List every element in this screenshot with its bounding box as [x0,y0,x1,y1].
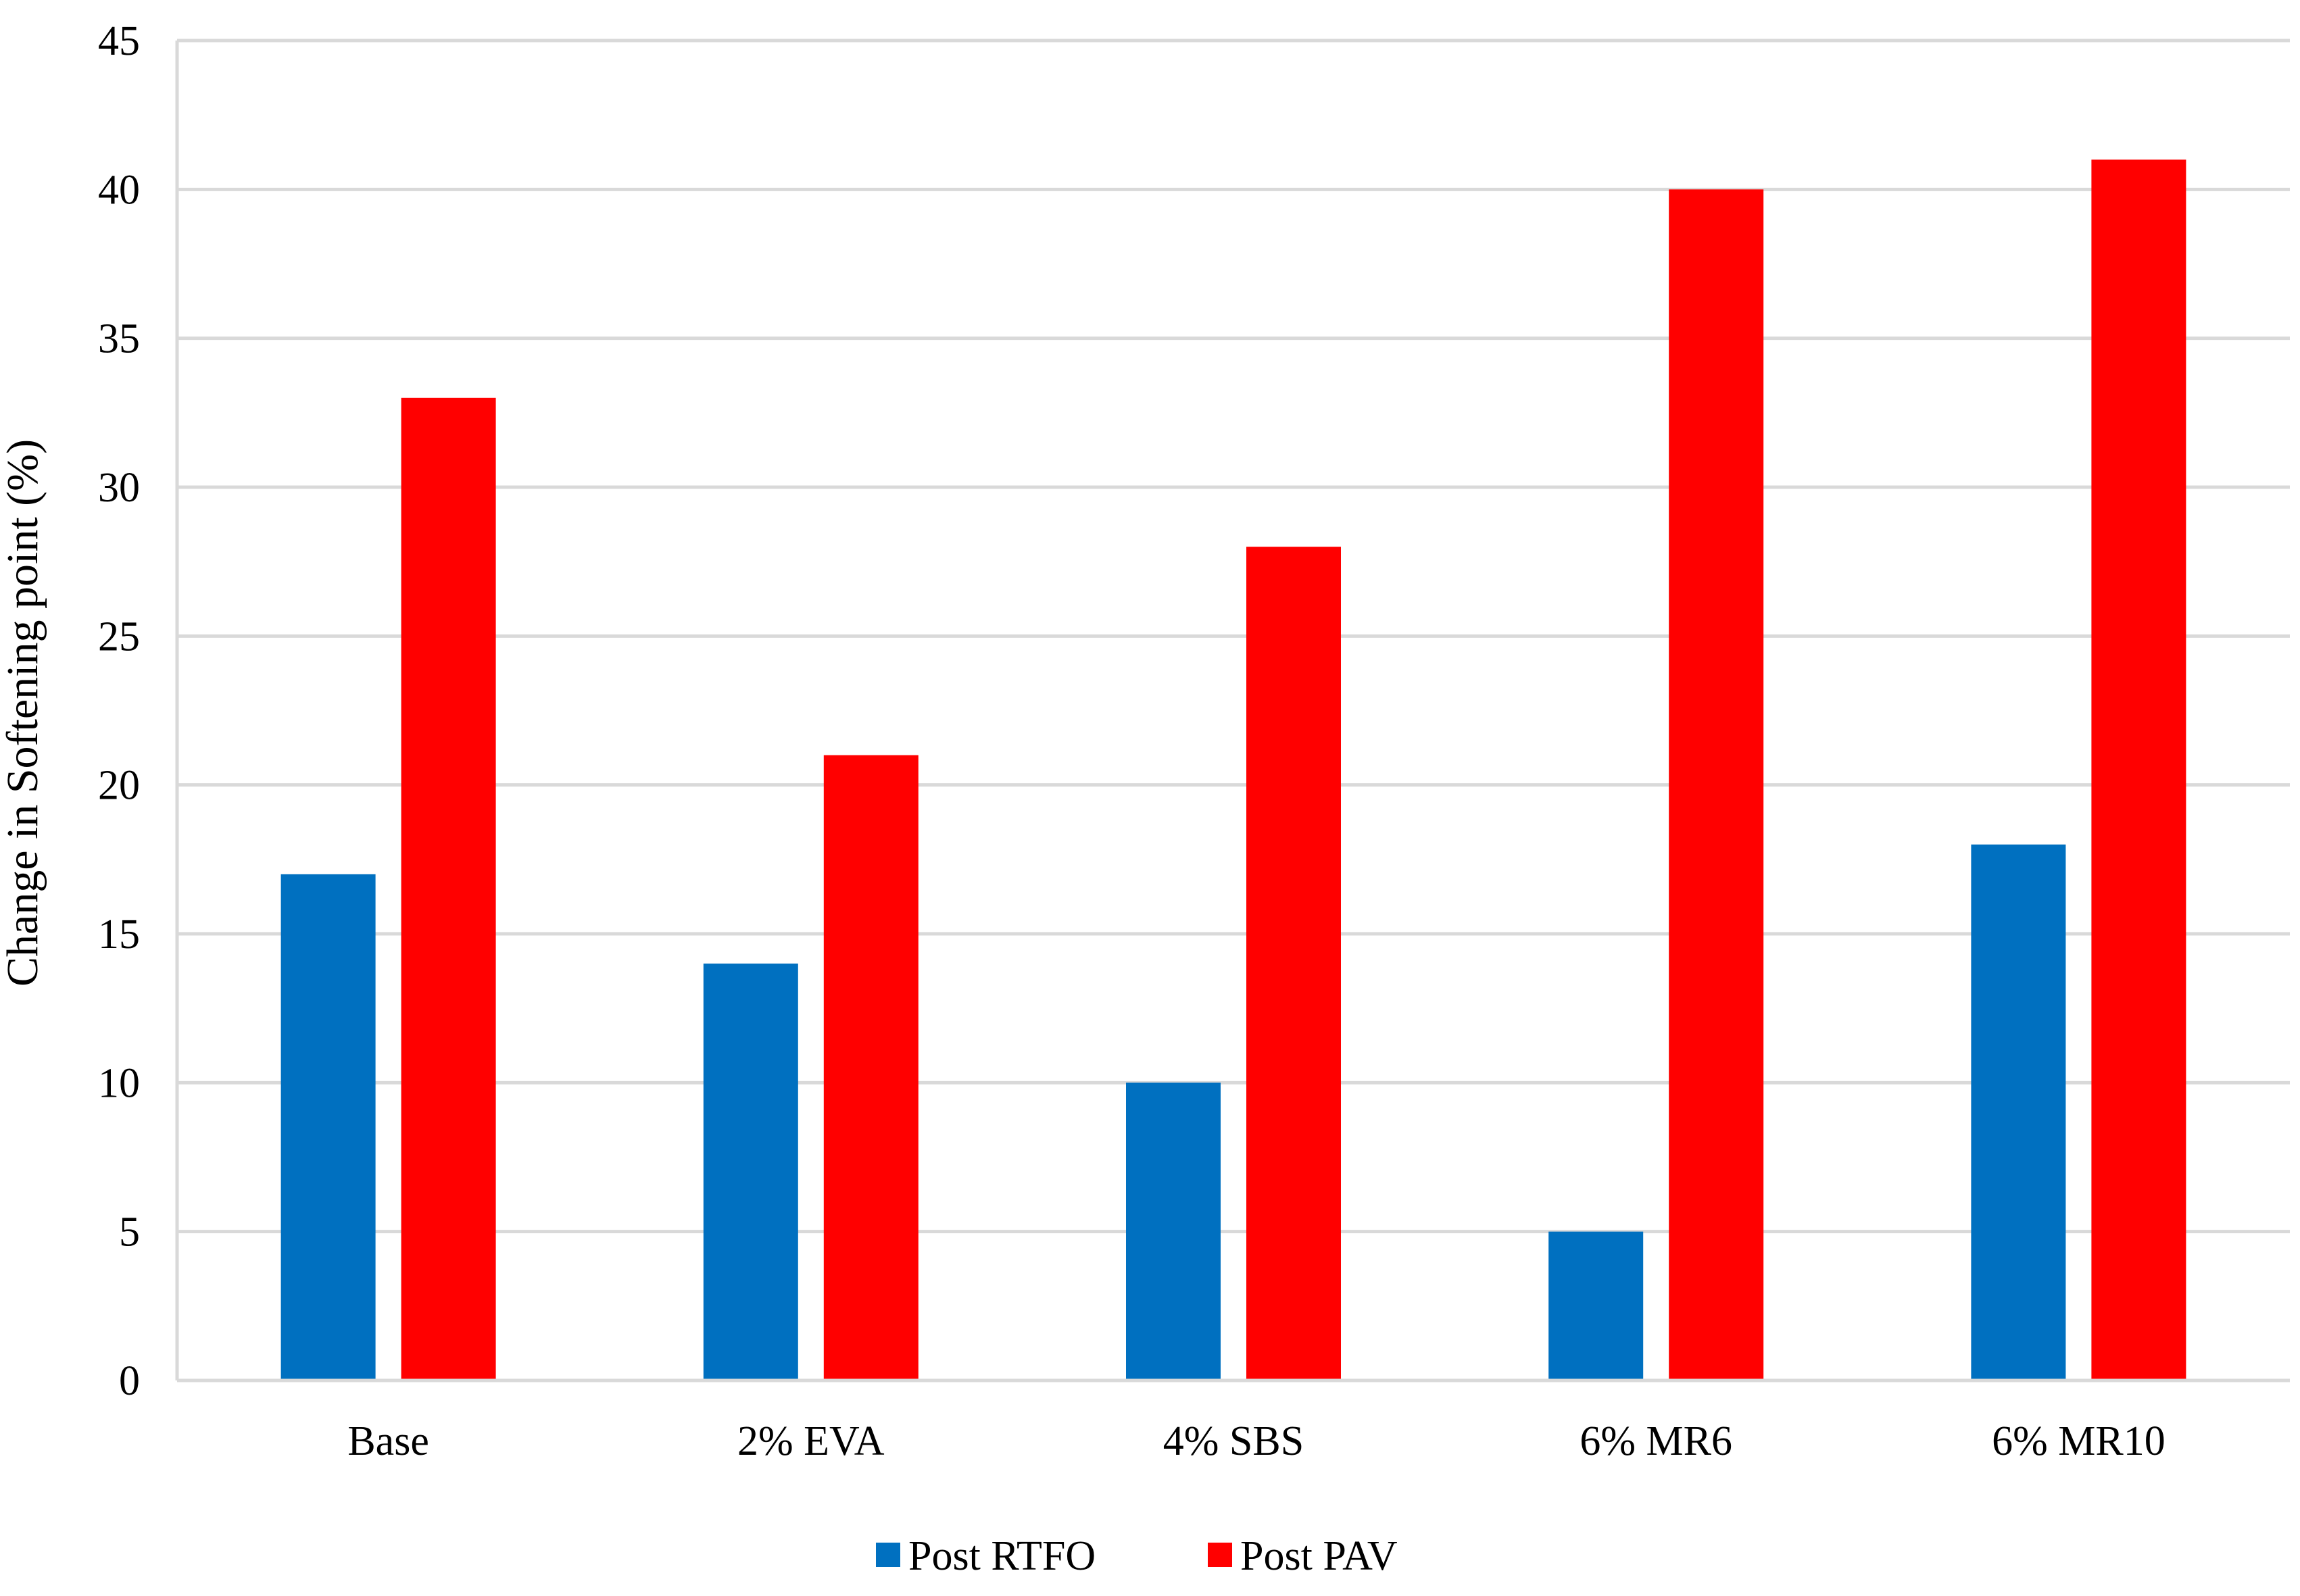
bars [280,159,2186,1381]
gridlines [177,39,2290,1234]
bar-post-rtfo-3 [1126,1082,1221,1380]
legend: Post RTFO Post PAV [876,1533,1398,1579]
x-axis: Base 2% EVA 4% SBS 6% MR6 6% MR10 [177,1378,2290,1464]
legend-swatch [1208,1543,1232,1567]
legend-swatch [876,1543,900,1567]
y-tick-label: 35 [98,316,140,362]
y-tick-label: 25 [98,614,140,659]
bar-post-pav-1 [401,397,496,1380]
x-tick-label: 2% EVA [737,1418,885,1464]
bar-post-rtfo-4 [1548,1231,1644,1380]
bar-post-rtfo-5 [1971,844,2066,1380]
bar-post-rtfo-2 [703,964,798,1380]
bar-post-rtfo-1 [280,874,376,1380]
legend-label: Post PAV [1240,1533,1398,1579]
y-tick-label: 45 [98,18,140,64]
y-tick-label: 20 [98,763,140,809]
y-tick-label: 40 [98,167,140,213]
y-tick-label: 15 [98,912,140,957]
y-tick-label: 10 [98,1060,140,1106]
y-tick-label: 0 [119,1358,140,1404]
legend-label: Post RTFO [908,1533,1096,1579]
x-tick-label: Base [347,1418,429,1464]
x-tick-label: 6% MR6 [1580,1418,1732,1464]
bar-post-pav-3 [1246,547,1341,1381]
y-axis-title: Change in Softening point (%) [0,439,47,987]
bar-post-pav-5 [2091,159,2186,1381]
bar-post-pav-2 [823,755,919,1380]
bar-post-pav-4 [1669,189,1764,1380]
y-axis: 0 5 10 15 20 25 30 35 40 45 [98,18,179,1404]
y-tick-label: 30 [98,465,140,511]
x-tick-label: 6% MR10 [1992,1418,2166,1464]
x-tick-label: 4% SBS [1163,1418,1304,1464]
y-tick-label: 5 [119,1210,140,1255]
